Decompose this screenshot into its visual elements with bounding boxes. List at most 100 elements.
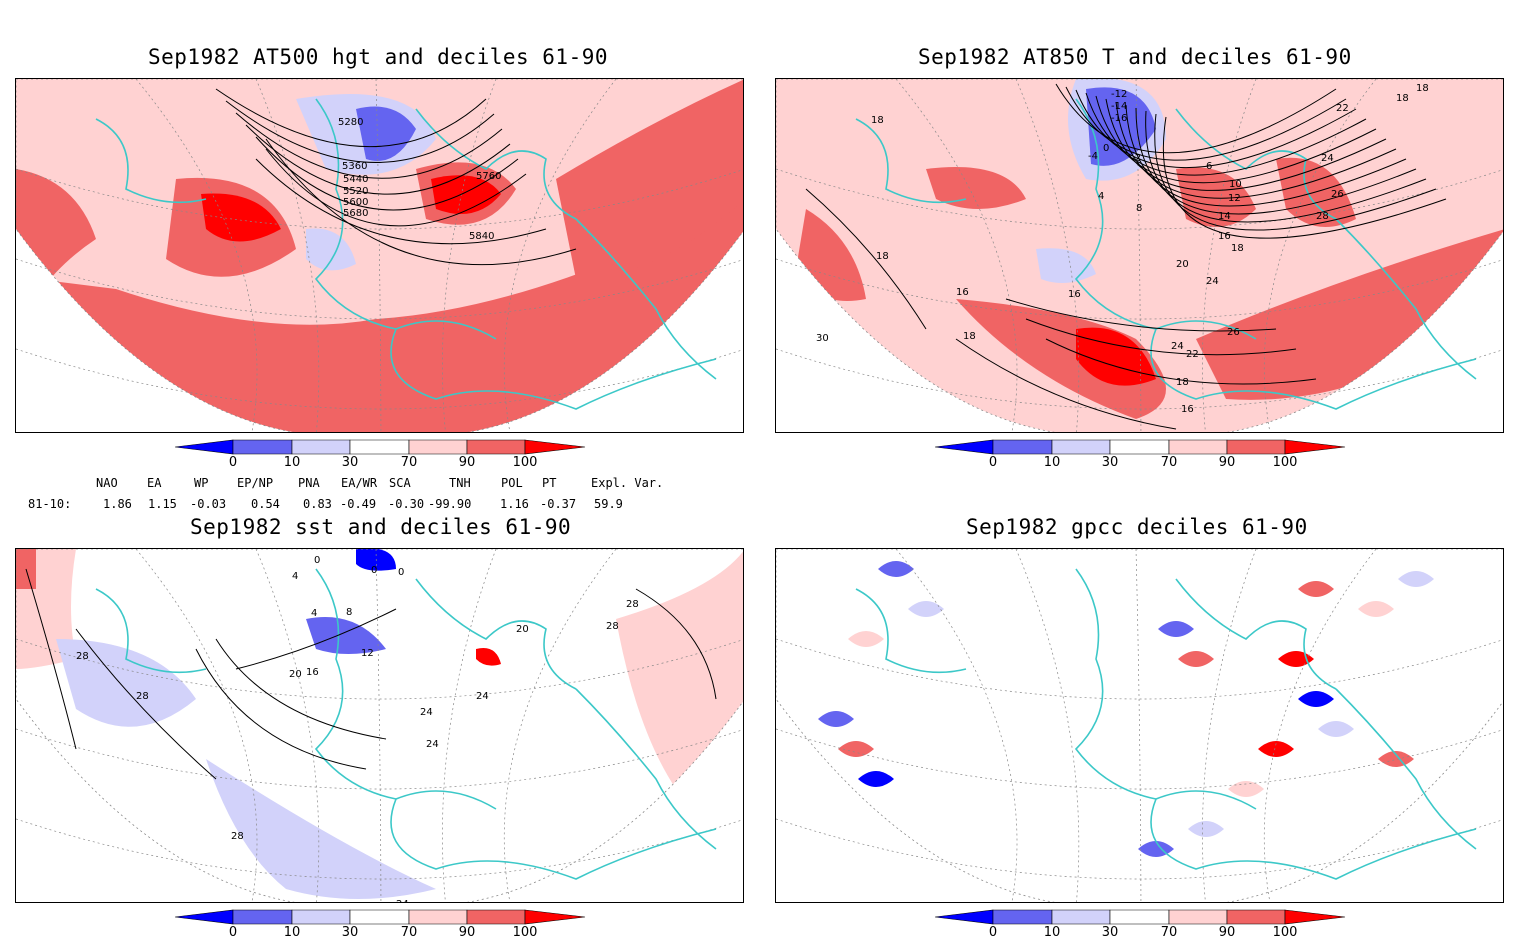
map-sst: 4 0 0 0 4 8 12 16 20 24 24 24 28 28 28 28 20 24 28 xyxy=(15,548,744,903)
colorbar-swatch xyxy=(408,439,468,455)
colorbar-swatch xyxy=(408,909,468,925)
graticule-line xyxy=(442,79,497,432)
coastline xyxy=(575,218,717,380)
contour-line xyxy=(1125,104,1407,207)
decile-area xyxy=(1188,821,1224,837)
decile-area xyxy=(838,741,874,757)
contour-label: -4 xyxy=(1088,151,1098,162)
colorbar-swatch xyxy=(349,439,410,455)
tele-value: -0.37 xyxy=(540,497,577,511)
contour-line xyxy=(245,124,511,195)
map-t850: -12 -14 -16 -4 0 -2 4 6 8 10 12 14 16 16 16 16 18 18 18 18 1… xyxy=(775,78,1504,433)
colorbar-swatch xyxy=(1168,439,1228,455)
contour-label: 16 xyxy=(1181,404,1194,415)
tele-value: -0.30 xyxy=(388,497,425,511)
graticule-line xyxy=(16,168,743,230)
decile-area xyxy=(908,601,944,617)
colorbar-tick: 0 xyxy=(988,925,998,940)
contour-line xyxy=(1095,95,1377,184)
decile-area xyxy=(878,561,914,577)
decile-area xyxy=(1158,621,1194,637)
contour-line xyxy=(235,112,503,179)
contour-line xyxy=(195,648,367,770)
colorbar-tick: 30 xyxy=(1101,925,1119,940)
colorbar-tick: 70 xyxy=(1160,925,1178,940)
tele-row-label: 81-10: xyxy=(28,497,72,511)
coastline xyxy=(95,118,207,204)
contour-line xyxy=(265,148,527,227)
panel-title-gpcc: Sep1982 gpcc deciles 61-90 xyxy=(966,515,1308,539)
contour-label: 12 xyxy=(1228,193,1241,204)
domain-edge xyxy=(776,549,1503,902)
colorbar-swatch xyxy=(1051,439,1111,455)
decile-area xyxy=(201,193,281,242)
tele-header: EA xyxy=(147,476,162,490)
decile-area xyxy=(56,639,196,727)
colorbar-tick: 90 xyxy=(1218,925,1236,940)
contour-label: 4 xyxy=(1098,191,1104,202)
colorbar-swatch xyxy=(1051,909,1111,925)
graticule-line xyxy=(776,258,1503,320)
coastline xyxy=(855,588,967,674)
contour-label: 5600 xyxy=(343,197,368,208)
panel-title-t850: Sep1982 AT850 T and deciles 61-90 xyxy=(918,45,1352,69)
coastline xyxy=(1150,798,1477,880)
contour-label: 0 xyxy=(314,555,320,566)
colorbar-tick: 10 xyxy=(283,455,301,470)
graticule-line xyxy=(776,818,1503,880)
decile-area xyxy=(616,551,743,789)
colorbar-swatch xyxy=(934,439,994,455)
colorbar-tick: 30 xyxy=(341,455,359,470)
contour-label: 18 xyxy=(1416,83,1429,94)
contour-label: 28 xyxy=(136,691,149,702)
graticule-line xyxy=(16,348,743,410)
decile-area xyxy=(476,648,501,666)
contour-line xyxy=(1075,89,1357,169)
colorbar-swatch xyxy=(992,909,1053,925)
colorbar-swatch xyxy=(1284,909,1346,925)
contour-label: 5520 xyxy=(343,186,368,197)
graticule-line xyxy=(503,549,617,902)
graticule-line xyxy=(375,79,382,432)
decile-area xyxy=(858,771,894,787)
contour-label: 28 xyxy=(76,651,89,662)
colorbar-swatch xyxy=(524,909,586,925)
tele-value: -99.90 xyxy=(428,497,472,511)
decile-area xyxy=(956,299,1166,419)
colorbar-swatch xyxy=(934,909,994,925)
decile-area xyxy=(1258,741,1294,757)
tele-header: SCA xyxy=(389,476,411,490)
tele-value: 1.86 xyxy=(103,497,132,511)
colorbar-tick: 0 xyxy=(228,455,238,470)
tele-header: WP xyxy=(194,476,209,490)
decile-area xyxy=(556,79,743,279)
tele-value: 1.15 xyxy=(148,497,177,511)
graticule-line xyxy=(776,348,1503,410)
tele-header: Expl. Var. xyxy=(591,476,664,490)
colorbar-swatch xyxy=(1226,439,1286,455)
coastline xyxy=(1335,218,1477,380)
coastline xyxy=(95,588,207,674)
contour-label: 5440 xyxy=(343,174,368,185)
colorbar-tick: 70 xyxy=(1160,455,1178,470)
contour-line xyxy=(225,100,495,163)
colorbar-tick: 100 xyxy=(1272,925,1298,940)
graticule-line xyxy=(16,258,743,320)
contour-label: 24 xyxy=(426,739,439,750)
graticule-line xyxy=(1202,549,1257,902)
contour-label: 26 xyxy=(1227,327,1240,338)
tele-header: PT xyxy=(542,476,557,490)
contour-label: 24 xyxy=(476,691,489,702)
teleconnection-table: NAO EA WP EP/NP PNA EA/WR SCA TNH POL PT… xyxy=(0,474,700,514)
graticule-line xyxy=(776,168,1503,230)
colorbar-tick: 10 xyxy=(1043,925,1061,940)
graticule-line xyxy=(895,79,1018,432)
contour-line xyxy=(1085,92,1367,176)
contour-line xyxy=(1065,86,1347,161)
tele-value: 0.54 xyxy=(251,497,280,511)
contour-label: 16 xyxy=(1218,231,1231,242)
coastline xyxy=(1335,688,1477,850)
panel-title-hgt500: Sep1982 AT500 hgt and deciles 61-90 xyxy=(148,45,609,69)
colorbar-tick: 0 xyxy=(228,925,238,940)
contour-label: 24 xyxy=(396,899,409,903)
